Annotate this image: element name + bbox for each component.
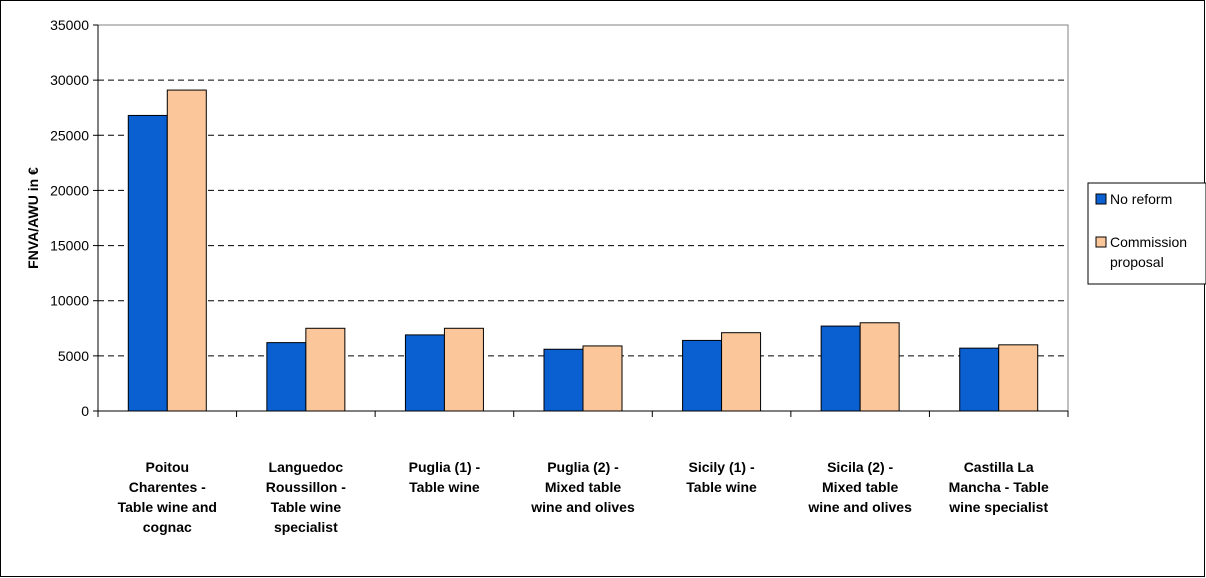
- y-tick-label: 30000: [50, 72, 89, 88]
- x-category-label-line: Poitou: [146, 459, 190, 475]
- y-tick-label: 0: [81, 403, 89, 419]
- legend-label-line: proposal: [1110, 254, 1164, 270]
- legend-label: No reform: [1110, 191, 1172, 207]
- y-tick-label: 20000: [50, 182, 89, 198]
- x-category-label: Sicila (2) - Mixed table wine and olives: [807, 459, 912, 515]
- x-category-label-line: specialist: [274, 519, 338, 535]
- legend-label-line: No reform: [1110, 191, 1172, 207]
- legend-label-line: Commission: [1110, 234, 1187, 250]
- legend-label: Commission proposal: [1110, 234, 1187, 270]
- bar-commission-proposal: [721, 332, 762, 412]
- legend-swatch: [1095, 193, 1107, 205]
- bar-no-reform: [682, 339, 723, 412]
- x-category-label: Castilla La Mancha - Table wine specialist: [948, 459, 1049, 515]
- bar-commission-proposal: [166, 89, 207, 412]
- x-category-label-line: Table wine: [271, 499, 342, 515]
- bar-commission-proposal: [305, 327, 346, 412]
- x-category-label-line: Charentes -: [129, 479, 206, 495]
- x-category-label-line: Puglia (1) -: [409, 459, 481, 475]
- x-category-label-line: Mixed table: [545, 479, 621, 495]
- y-tick-label: 10000: [50, 293, 89, 309]
- x-category-label-line: Table wine: [409, 479, 480, 495]
- y-axis-title: FNVA/AWU in €: [25, 167, 41, 269]
- x-category-label-line: Castilla La: [964, 459, 1034, 475]
- bar-no-reform: [127, 114, 168, 412]
- y-tick-label: 35000: [50, 17, 89, 33]
- bar-commission-proposal: [859, 322, 900, 412]
- y-tick-label: 15000: [50, 238, 89, 254]
- x-category-label-line: wine and olives: [530, 499, 635, 515]
- x-category-label-line: wine and olives: [807, 499, 912, 515]
- x-category-label-line: Table wine: [686, 479, 757, 495]
- x-category-label: Puglia (1) - Table wine: [409, 459, 481, 495]
- bar-commission-proposal: [998, 344, 1039, 412]
- bar-no-reform: [820, 325, 861, 412]
- x-category-label-line: Mancha - Table: [949, 479, 1049, 495]
- x-category-label-line: Roussillon -: [266, 479, 346, 495]
- y-tick-label: 5000: [58, 348, 89, 364]
- x-category-label: Poitou Charentes - Table wine and cognac: [118, 459, 217, 535]
- bar-no-reform: [404, 334, 445, 412]
- legend: [1087, 182, 1206, 285]
- x-category-label-line: wine specialist: [948, 499, 1048, 515]
- x-category-label: Sicily (1) - Table wine: [686, 459, 757, 495]
- x-category-label: Puglia (2) - Mixed table wine and olives: [530, 459, 635, 515]
- x-category-label-line: Puglia (2) -: [547, 459, 619, 475]
- legend-swatch: [1095, 236, 1107, 248]
- x-category-label-line: cognac: [143, 519, 192, 535]
- bar-no-reform: [266, 342, 307, 412]
- bar-commission-proposal: [443, 327, 484, 412]
- x-category-label-line: Table wine and: [118, 499, 217, 515]
- bar-no-reform: [959, 347, 1000, 412]
- x-category-label: Languedoc Roussillon - Table wine specialis…: [266, 459, 346, 535]
- x-category-label-line: Mixed table: [822, 479, 898, 495]
- bar-commission-proposal: [582, 345, 623, 412]
- bar-no-reform: [543, 348, 584, 412]
- x-category-label-line: Sicily (1) -: [689, 459, 755, 475]
- y-tick-label: 25000: [50, 127, 89, 143]
- x-category-label-line: Languedoc: [269, 459, 344, 475]
- x-category-label-line: Sicila (2) -: [827, 459, 893, 475]
